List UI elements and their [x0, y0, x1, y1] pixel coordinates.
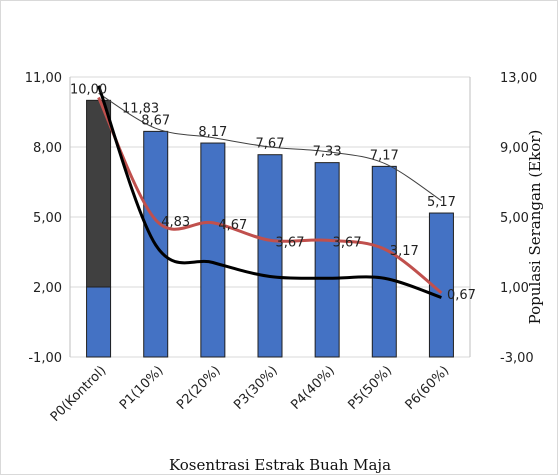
bar-data-label: 5,17	[427, 195, 456, 210]
x-tick-label: P0(Kontrol)	[48, 363, 110, 425]
y2-tick-label: 1,00	[500, 281, 529, 296]
line-series	[97, 85, 443, 299]
bar-data-label: 7,17	[370, 148, 399, 163]
line-data-label: 3,67	[333, 235, 362, 250]
y2-tick-label: 13,00	[500, 71, 537, 86]
bar-data-label: 7,67	[256, 137, 285, 152]
y-tick-label: -1,00	[28, 351, 62, 366]
y2-tick-label: 5,00	[500, 211, 529, 226]
bar	[314, 162, 340, 358]
y-tick-label: 8,00	[33, 141, 62, 156]
line-data-label: 3,17	[390, 244, 419, 259]
line-data-label: 4,83	[161, 215, 190, 230]
bar-data-label: 8,67	[141, 113, 170, 128]
y2-axis-title: Populasi Serangan (Ekor)	[526, 130, 544, 325]
bar-data-label: 10,00	[70, 82, 107, 97]
line-data-label: 4,67	[218, 218, 247, 233]
black-series-line	[97, 85, 442, 299]
x-tick-label: P4(40%)	[288, 363, 338, 413]
x-tick-label: P2(20%)	[174, 363, 224, 413]
y2-tick-label: 9,00	[500, 141, 529, 156]
y2-tick-label: -3,00	[500, 351, 534, 366]
bar	[86, 99, 112, 288]
y-tick-label: 11,00	[25, 71, 62, 86]
x-tick-label: P6(60%)	[403, 363, 453, 413]
thin-trend-line	[98, 92, 442, 202]
bar-series	[86, 99, 454, 358]
bar	[200, 142, 226, 358]
x-tick-label: P1(10%)	[117, 363, 167, 413]
y-tick-label: 5,00	[33, 211, 62, 226]
x-tick-label: P5(50%)	[346, 363, 396, 413]
red-series-line	[97, 96, 443, 294]
bar-data-label: 7,33	[313, 145, 342, 160]
line-data-label: 11,83	[122, 101, 159, 116]
x-axis-title: Kosentrasi Estrak Buah Maja	[169, 456, 391, 474]
data-labels: 10,00 8,67 8,17 7,67 7,33 7,17 5,17 11,83 4,83 4,…	[70, 82, 476, 302]
bar-base	[86, 286, 112, 358]
bar	[371, 165, 397, 358]
line-data-label: 3,67	[276, 235, 305, 250]
x-tick-label: P3(30%)	[231, 363, 281, 413]
y-tick-label: 2,00	[33, 281, 62, 296]
bar-data-label: 8,17	[198, 125, 227, 140]
line-data-label: 0,67	[447, 288, 476, 303]
bar	[257, 154, 283, 358]
gridlines	[69, 76, 471, 358]
